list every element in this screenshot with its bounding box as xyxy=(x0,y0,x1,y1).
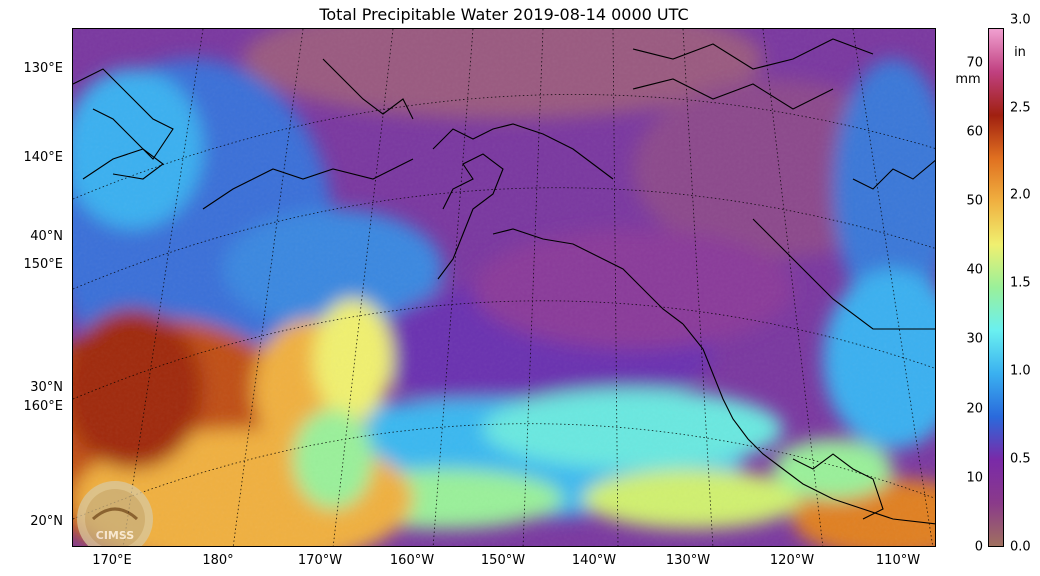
lon-label: 150°W xyxy=(480,553,526,568)
lat-label: 160°E xyxy=(23,399,63,414)
colorbar-mm-tick: 10 xyxy=(966,470,983,486)
tpw-map[interactable]: CIMSS xyxy=(72,28,936,547)
colorbar-mm-tick: 50 xyxy=(966,193,983,209)
colorbar-mm-tick: 0 xyxy=(974,539,983,555)
colorbar-in-tick: 2.5 xyxy=(1010,100,1031,116)
colorbar xyxy=(988,28,1004,547)
colorbar-in-tick: 0.5 xyxy=(1010,451,1031,467)
lon-label: 170°E xyxy=(92,553,132,568)
lat-label: 130°E xyxy=(23,61,63,76)
colorbar-mm-tick: 60 xyxy=(966,124,983,140)
colorbar-mm-tick: 70 xyxy=(966,55,983,71)
colorbar-unit-in: in xyxy=(1014,45,1026,60)
colorbar-in-tick: 2.0 xyxy=(1010,187,1031,203)
cimss-logo: CIMSS xyxy=(77,481,153,546)
colorbar-mm-tick: 30 xyxy=(966,331,983,347)
lon-label: 140°W xyxy=(571,553,617,568)
lat-label: 20°N xyxy=(30,514,63,529)
colorbar-mm-tick: 40 xyxy=(966,262,983,278)
lat-label: 40°N xyxy=(30,229,63,244)
tpw-map-canvas: CIMSS xyxy=(73,29,935,546)
logo-label: CIMSS xyxy=(96,529,135,542)
colorbar-in-tick: 1.0 xyxy=(1010,363,1031,379)
colorbar-unit-mm: mm xyxy=(955,72,981,87)
colorbar-in-tick: 0.0 xyxy=(1010,539,1031,555)
colorbar-in-tick: 3.0 xyxy=(1010,12,1031,28)
lon-label: 160°W xyxy=(389,553,435,568)
lat-label: 150°E xyxy=(23,257,63,272)
lat-label: 30°N xyxy=(30,380,63,395)
map-title: Total Precipitable Water 2019-08-14 0000… xyxy=(319,5,689,24)
lon-label: 110°W xyxy=(875,553,921,568)
colorbar-in-tick: 1.5 xyxy=(1010,275,1031,291)
lon-label: 130°W xyxy=(665,553,711,568)
lon-label: 180° xyxy=(202,553,234,568)
colorbar-mm-tick: 20 xyxy=(966,401,983,417)
lon-label: 170°W xyxy=(297,553,343,568)
lon-label: 120°W xyxy=(769,553,815,568)
lat-label: 140°E xyxy=(23,150,63,165)
